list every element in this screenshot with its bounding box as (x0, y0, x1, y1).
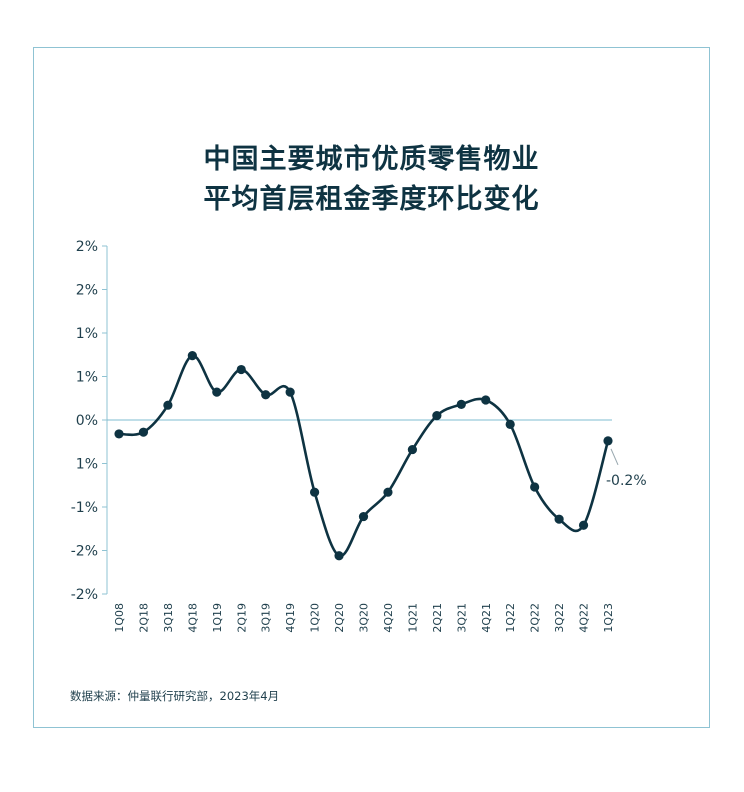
data-point-14 (456, 399, 466, 409)
x-tick-label-13: 2Q21 (431, 603, 444, 633)
data-point-11 (383, 487, 393, 497)
x-tick-label-17: 2Q22 (529, 603, 542, 633)
source-note: 数据来源：仲量联行研究部，2023年4月 (70, 689, 280, 703)
y-tick-label-2: 1% (76, 326, 98, 342)
chart-title: 中国主要城市优质零售物业 平均首层租金季度环比变化 (33, 140, 710, 220)
x-tick-label-18: 3Q22 (553, 603, 566, 633)
data-point-3 (187, 351, 197, 361)
x-tick-label-1: 2Q18 (137, 603, 150, 633)
x-tick-label-7: 4Q19 (284, 603, 297, 633)
data-point-13 (432, 411, 442, 421)
title-line-2: 平均首层租金季度环比变化 (203, 184, 540, 215)
annotation-leader-0 (610, 448, 619, 466)
x-tick-label-14: 3Q21 (455, 603, 468, 633)
x-tick-label-6: 3Q19 (260, 603, 273, 633)
y-tick-label-3: 1% (76, 370, 98, 386)
data-point-1 (138, 427, 149, 437)
x-tick-label-4: 1Q19 (211, 603, 224, 633)
y-tick-label-7: -2% (71, 544, 98, 560)
x-tick-label-16: 1Q22 (504, 603, 517, 633)
data-point-5 (236, 364, 246, 375)
data-point-12 (407, 444, 417, 455)
series-line (118, 354, 610, 558)
y-tick-label-5: 1% (76, 457, 98, 473)
data-point-19 (578, 520, 589, 530)
x-tick-label-15: 4Q21 (480, 603, 493, 633)
data-point-15 (481, 395, 491, 405)
chart-frame (33, 47, 710, 728)
data-point-20 (603, 436, 613, 446)
x-tick-label-12: 1Q21 (406, 603, 419, 633)
x-tick-label-2: 3Q18 (162, 603, 175, 633)
x-tick-labels: 1Q08 2Q18 3Q18 4Q18 1Q19 2Q19 3Q19 4Q19 1Q20 2Q20… (113, 603, 615, 633)
data-point-0 (114, 429, 124, 439)
x-tick-label-5: 2Q19 (235, 603, 248, 633)
x-tick-label-10: 3Q20 (358, 603, 371, 633)
x-tick-label-9: 2Q20 (333, 603, 346, 633)
data-point-8 (310, 487, 320, 497)
y-tick-label-8: -2% (71, 587, 98, 603)
annotations: -0.2% (606, 448, 647, 489)
data-point-7 (285, 387, 295, 397)
y-tick-label-4: 0% (76, 413, 98, 429)
x-tick-label-0: 1Q08 (113, 603, 126, 633)
x-tick-label-19: 4Q22 (578, 603, 591, 633)
x-tick-label-3: 4Q18 (186, 603, 199, 633)
y-tick-labels: 2% 2% 1% 1% 0% 1% -1% -2% -2% (71, 239, 98, 603)
y-tick-label-0: 2% (76, 239, 98, 255)
data-point-9 (334, 551, 344, 561)
title-line-1: 中国主要城市优质零售物业 (203, 144, 540, 175)
y-ticks (102, 245, 107, 595)
data-point-10 (358, 511, 369, 522)
y-tick-label-6: -1% (71, 500, 98, 516)
data-point-4 (212, 387, 222, 397)
data-point-17 (530, 482, 540, 492)
data-point-16 (505, 419, 515, 429)
x-tick-label-11: 4Q20 (382, 603, 395, 633)
data-point-6 (261, 390, 271, 400)
y-tick-label-1: 2% (76, 283, 98, 299)
data-points (114, 351, 613, 561)
data-point-2 (163, 400, 173, 410)
x-tick-label-8: 1Q20 (309, 603, 322, 633)
annotation-label-0: -0.2% (606, 473, 647, 489)
x-tick-label-20: 1Q23 (602, 603, 615, 633)
data-point-18 (554, 514, 564, 524)
